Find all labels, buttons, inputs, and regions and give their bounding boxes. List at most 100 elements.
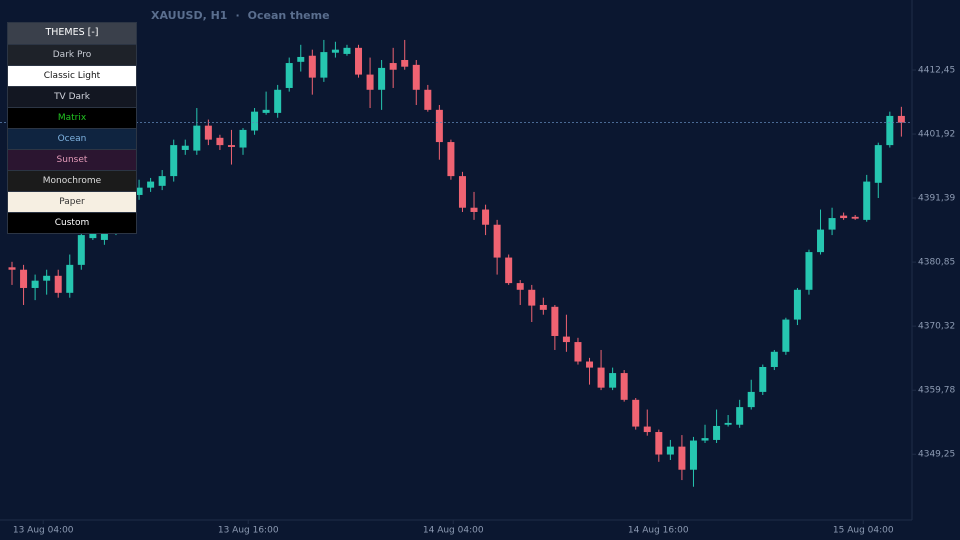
theme-option[interactable]: Sunset <box>8 149 136 170</box>
candle-body <box>204 125 212 140</box>
candle-body <box>539 304 547 310</box>
candle-body <box>493 224 501 258</box>
candle-body <box>516 283 524 290</box>
candle-body <box>285 63 293 88</box>
candle-body <box>805 252 813 290</box>
theme-option[interactable]: Dark Pro <box>8 44 136 65</box>
candle-body <box>840 215 848 219</box>
candle-body <box>320 52 328 78</box>
y-tick-label: 4391,39 <box>918 194 955 204</box>
y-tick-label: 4380,85 <box>918 258 955 268</box>
candle-body <box>412 64 420 90</box>
candle-body <box>759 366 767 392</box>
candle-body <box>389 63 397 70</box>
candle-body <box>470 207 478 212</box>
candle-body <box>551 306 559 336</box>
candle-body <box>482 209 490 225</box>
candle-body <box>77 235 85 265</box>
candle-body <box>793 289 801 320</box>
theme-option[interactable]: Matrix <box>8 107 136 128</box>
candle-body <box>828 218 836 230</box>
candle-body <box>632 399 640 427</box>
candle-body <box>643 426 651 433</box>
candle-body <box>274 89 282 113</box>
x-tick-label: 13 Aug 04:00 <box>13 526 74 536</box>
candle-body <box>54 275 62 293</box>
candle-body <box>528 289 536 306</box>
candle-body <box>609 373 617 388</box>
candle-body <box>170 145 178 177</box>
candle-body <box>297 56 305 62</box>
candle-body <box>897 115 905 123</box>
candle-body <box>193 125 201 151</box>
candle-body <box>251 111 259 131</box>
candle-body <box>89 232 97 239</box>
candle-body <box>562 336 570 343</box>
candle-body <box>8 267 16 270</box>
candle-body <box>701 438 709 441</box>
chart-header: XAUUSD, H1 · Ocean theme <box>151 9 330 22</box>
candle-body <box>851 216 859 219</box>
candle-body <box>31 280 39 288</box>
candle-body <box>747 391 755 408</box>
candle-body <box>378 67 386 90</box>
chart-title: XAUUSD, H1 <box>151 9 227 22</box>
candle-body <box>817 229 825 253</box>
candle-body <box>505 257 513 284</box>
candle-body <box>597 367 605 388</box>
x-tick-label: 15 Aug 04:00 <box>833 526 894 536</box>
y-tick-label: 4412,45 <box>918 66 955 76</box>
candle-body <box>655 432 663 455</box>
theme-option[interactable]: TV Dark <box>8 86 136 107</box>
candle-body <box>458 176 466 208</box>
candle-body <box>181 145 189 150</box>
theme-menu: THEMES [-] Dark Pro Classic Light TV Dark M… <box>7 22 137 234</box>
candle-body <box>447 142 455 177</box>
candle-body <box>666 446 674 455</box>
candle-body <box>586 361 594 368</box>
candle-body <box>20 269 28 288</box>
theme-option[interactable]: Classic Light <box>8 65 136 86</box>
menu-title[interactable]: THEMES [-] <box>8 23 136 44</box>
y-tick-label: 4401,92 <box>918 130 955 140</box>
candle-body <box>331 49 339 53</box>
candle-body <box>574 342 582 362</box>
candle-body <box>689 440 697 470</box>
y-tick-label: 4359,78 <box>918 386 955 396</box>
candle-body <box>435 109 443 143</box>
y-tick-label: 4370,32 <box>918 322 955 332</box>
candle-body <box>770 351 778 367</box>
candle-body <box>736 407 744 425</box>
chart-subtitle: Ocean theme <box>248 9 330 22</box>
candle-body <box>355 47 363 75</box>
candle-body <box>158 176 166 186</box>
candle-body <box>401 60 409 67</box>
candle-body <box>886 115 894 146</box>
theme-option[interactable]: Monochrome <box>8 170 136 191</box>
candle-body <box>262 109 270 113</box>
theme-option[interactable]: Ocean <box>8 128 136 149</box>
candle-body <box>308 55 316 78</box>
theme-option[interactable]: Paper <box>8 191 136 212</box>
candle-body <box>366 74 374 90</box>
candle-body <box>216 137 224 146</box>
candle-body <box>147 181 155 188</box>
candle-body <box>724 422 732 425</box>
candle-body <box>135 187 143 195</box>
candle-body <box>863 181 871 220</box>
candle-body <box>620 373 628 400</box>
candle-body <box>43 275 51 281</box>
candle-body <box>678 446 686 470</box>
candle-body <box>66 264 74 293</box>
candle-body <box>782 319 790 352</box>
theme-option[interactable]: Custom <box>8 212 136 233</box>
candle-body <box>239 129 247 148</box>
separator: · <box>235 9 239 22</box>
y-tick-label: 4349,25 <box>918 450 955 460</box>
x-tick-label: 14 Aug 16:00 <box>628 526 689 536</box>
candle-body <box>424 89 432 110</box>
candle-body <box>343 47 351 54</box>
x-tick-label: 13 Aug 16:00 <box>218 526 279 536</box>
